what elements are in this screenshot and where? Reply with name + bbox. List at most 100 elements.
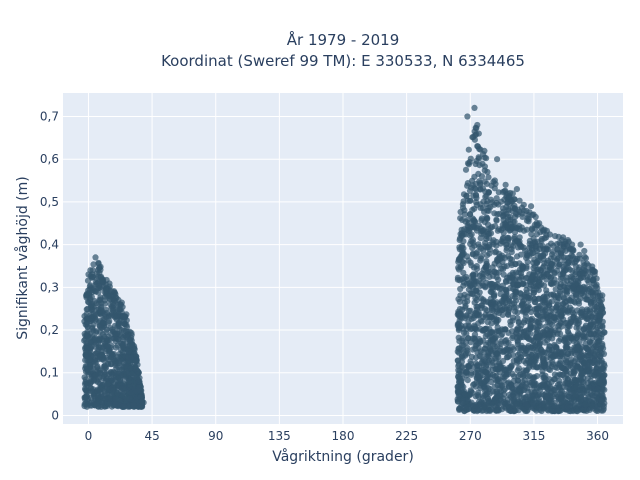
data-point	[88, 301, 95, 308]
data-point	[551, 313, 558, 320]
data-point	[576, 285, 583, 292]
data-point	[567, 334, 575, 341]
data-point	[541, 282, 548, 289]
data-point	[483, 369, 490, 376]
data-point	[524, 258, 531, 265]
data-point	[119, 391, 126, 398]
data-point	[549, 291, 557, 298]
data-point	[470, 192, 477, 199]
data-point	[514, 391, 521, 398]
data-point	[521, 345, 528, 352]
data-point	[569, 309, 576, 316]
data-point	[465, 146, 472, 153]
data-point	[462, 166, 470, 173]
data-point	[114, 390, 121, 397]
data-point	[481, 243, 488, 250]
data-point	[140, 399, 147, 406]
data-point	[455, 367, 462, 374]
data-point	[493, 195, 500, 202]
data-point	[558, 236, 566, 244]
data-point	[503, 290, 510, 297]
data-point	[580, 379, 587, 386]
data-point	[591, 271, 598, 278]
data-point	[81, 374, 88, 381]
data-point	[575, 330, 582, 337]
data-point	[508, 198, 516, 205]
data-point	[520, 319, 528, 326]
data-point	[106, 400, 113, 407]
data-point	[477, 384, 484, 392]
data-point	[101, 297, 108, 304]
data-point	[556, 314, 563, 321]
data-point	[471, 336, 479, 343]
data-point	[86, 344, 94, 351]
data-point	[588, 320, 595, 327]
data-point	[522, 394, 529, 401]
data-point	[572, 263, 580, 270]
data-point	[459, 216, 466, 223]
data-point	[84, 277, 92, 284]
data-point	[546, 343, 553, 350]
data-point	[498, 298, 505, 305]
data-point	[495, 316, 502, 324]
data-point	[479, 270, 486, 277]
data-point	[84, 333, 91, 340]
data-point	[596, 313, 603, 320]
data-point	[520, 244, 527, 251]
data-point	[461, 391, 469, 398]
data-point	[478, 217, 485, 224]
data-point	[474, 392, 481, 399]
data-point	[480, 226, 487, 233]
data-point	[508, 384, 515, 391]
data-point	[125, 378, 132, 385]
y-tick-label: 0,3	[40, 280, 59, 294]
data-point	[126, 342, 133, 349]
data-point	[114, 312, 121, 319]
data-point	[560, 244, 567, 251]
data-point	[106, 350, 113, 357]
x-tick-label: 135	[268, 429, 291, 443]
data-point	[489, 264, 496, 271]
data-point	[481, 387, 488, 394]
data-point	[473, 379, 480, 386]
data-point	[469, 223, 476, 231]
data-point	[532, 240, 539, 247]
data-point	[454, 321, 461, 328]
data-point	[508, 261, 515, 269]
data-point	[545, 331, 553, 338]
data-point	[504, 311, 511, 318]
data-point	[513, 297, 520, 304]
data-point	[513, 334, 521, 341]
data-point	[559, 349, 566, 356]
data-point	[507, 321, 514, 329]
data-point	[532, 225, 539, 232]
data-point	[562, 374, 569, 381]
data-point	[549, 260, 556, 267]
x-tick-label: 0	[85, 429, 93, 443]
data-point	[516, 234, 523, 241]
data-point	[540, 329, 547, 336]
data-point	[539, 381, 547, 388]
data-point	[593, 319, 601, 326]
data-point	[484, 319, 491, 326]
data-point	[477, 186, 484, 193]
data-point	[571, 350, 579, 357]
data-point	[95, 260, 102, 267]
data-point	[560, 269, 567, 276]
data-point	[585, 262, 592, 269]
data-point	[85, 271, 92, 278]
data-point	[564, 254, 571, 262]
data-point	[526, 240, 533, 248]
data-point	[472, 287, 479, 294]
data-point	[518, 302, 525, 309]
data-point	[583, 308, 590, 315]
data-point	[86, 356, 93, 363]
data-point	[510, 271, 517, 278]
data-point	[591, 305, 598, 313]
data-point	[584, 390, 591, 397]
data-point	[577, 290, 584, 297]
x-tick-label: 270	[459, 429, 482, 443]
data-point	[542, 303, 549, 311]
data-point	[511, 234, 518, 241]
data-point	[507, 189, 514, 197]
